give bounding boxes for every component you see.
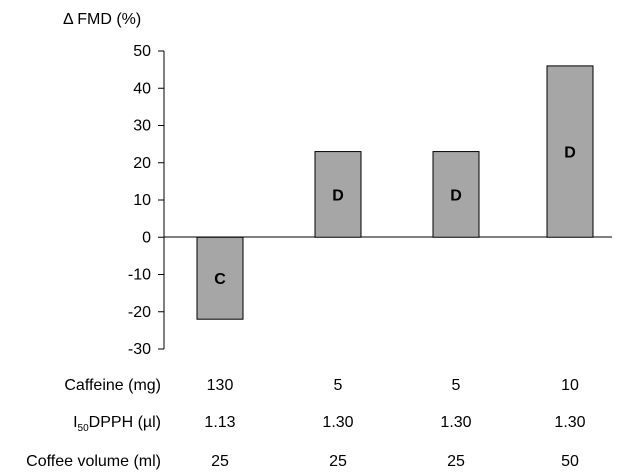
bar-label: D	[450, 187, 462, 204]
y-tick-label: 30	[133, 118, 151, 135]
table-cell: 25	[211, 453, 229, 470]
bar-label: D	[332, 187, 344, 204]
table-row-label: Coffee volume (ml)	[26, 453, 161, 470]
bars: C D D D	[196, 65, 594, 320]
table-cell: 1.30	[322, 414, 353, 431]
table-cell: 25	[447, 453, 465, 470]
table-cell: 5	[452, 377, 461, 394]
y-tick-label: 10	[133, 192, 151, 209]
table-row-label: Caffeine (mg)	[64, 377, 161, 394]
table-cell: 1.30	[554, 414, 585, 431]
bar	[314, 151, 362, 238]
table-cell: 5	[334, 377, 343, 394]
table-cell: 10	[561, 377, 579, 394]
table-cell: 130	[207, 377, 234, 394]
table-cell: 1.13	[204, 414, 235, 431]
y-axis-label: Δ FMD (%)	[63, 11, 141, 28]
y-tick-label: -10	[128, 267, 151, 284]
y-tick-label: 0	[142, 229, 151, 246]
bar	[196, 236, 244, 320]
y-tick-label: -30	[128, 341, 151, 358]
bar-label: C	[214, 271, 226, 288]
y-tick-label: 20	[133, 155, 151, 172]
y-ticks: 50 40 30 20 10 0 -10 -20 -30	[128, 43, 164, 358]
y-tick-label: -20	[128, 304, 151, 321]
bar-label: D	[564, 145, 576, 162]
bar	[432, 151, 480, 238]
table-row-label: I50DPPH (µl)	[73, 414, 161, 434]
table-cell: 25	[329, 453, 347, 470]
y-tick-label: 50	[133, 43, 151, 60]
bar	[546, 65, 594, 238]
data-table: Caffeine (mg) 130 5 5 10 I50DPPH (µl) 1.13 1.30…	[26, 377, 586, 470]
y-tick-label: 40	[133, 80, 151, 97]
table-cell: 1.30	[440, 414, 471, 431]
table-cell: 50	[561, 453, 579, 470]
